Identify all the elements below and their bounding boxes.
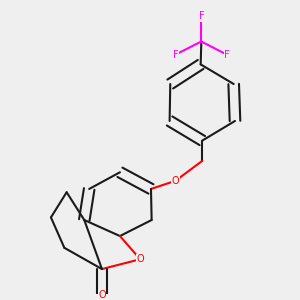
Text: F: F [224,50,230,60]
Text: F: F [199,11,204,21]
Text: O: O [172,176,179,186]
Text: O: O [136,254,144,264]
Text: O: O [98,290,106,300]
Text: F: F [173,50,178,60]
